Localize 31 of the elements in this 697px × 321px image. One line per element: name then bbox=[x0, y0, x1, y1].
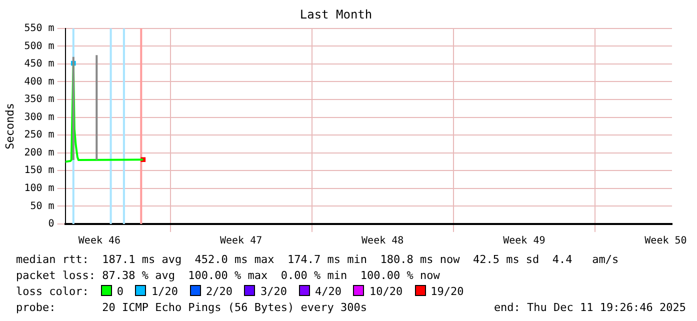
y-tick-label: 250 m bbox=[24, 130, 54, 141]
legend-label: 2/20 bbox=[206, 285, 232, 298]
y-tick-label: 350 m bbox=[24, 94, 54, 106]
text: end: Thu Dec 11 19:26:46 2025 bbox=[494, 300, 686, 316]
y-tick-label: 0 bbox=[48, 218, 54, 230]
y-tick-label: 200 m bbox=[24, 147, 54, 158]
legend-label: 3/20 bbox=[260, 285, 287, 298]
text: packet loss: 87.38 % avg 100.00 % max 0.00 % min 100.00 % now bbox=[16, 268, 440, 284]
text: probe: 20 ICMP Echo Pings (56 Bytes) every 300s bbox=[16, 300, 367, 316]
legend-label: 1/20 bbox=[151, 285, 178, 298]
legend-label: 0 bbox=[116, 285, 124, 298]
y-tick-label: 500 m bbox=[24, 40, 54, 52]
text: median rtt: 187.1 ms avg 452.0 ms max 174.7 ms min 180.8 ms now 42.5 ms sd 4.4 am/s bbox=[16, 252, 619, 268]
x-tick-label: Week 48 bbox=[362, 236, 404, 247]
y-tick-label: 300 m bbox=[24, 112, 54, 123]
legend-label: 10/20 bbox=[369, 285, 403, 298]
y-tick-label: 400 m bbox=[24, 76, 54, 88]
y-tick-label: 100 m bbox=[24, 183, 54, 194]
legend-title: loss color: bbox=[16, 285, 89, 298]
x-tick-label: Week 49 bbox=[503, 236, 546, 247]
x-tick-label: Week 46 bbox=[78, 236, 121, 247]
chart-title: Last Month bbox=[300, 7, 372, 22]
y-tick-label: 550 m bbox=[24, 22, 54, 34]
y-tick-label: 150 m bbox=[24, 165, 54, 176]
y-tick-label: 50 m bbox=[30, 200, 54, 212]
y-axis-title: Seconds bbox=[3, 103, 16, 150]
legend-label: 4/20 bbox=[314, 285, 342, 298]
legend-label: 19/20 bbox=[430, 285, 464, 298]
x-tick-label: Week 47 bbox=[220, 236, 262, 247]
x-tick-label: Week 50 bbox=[644, 236, 687, 247]
y-tick-label: 450 m bbox=[24, 58, 54, 70]
